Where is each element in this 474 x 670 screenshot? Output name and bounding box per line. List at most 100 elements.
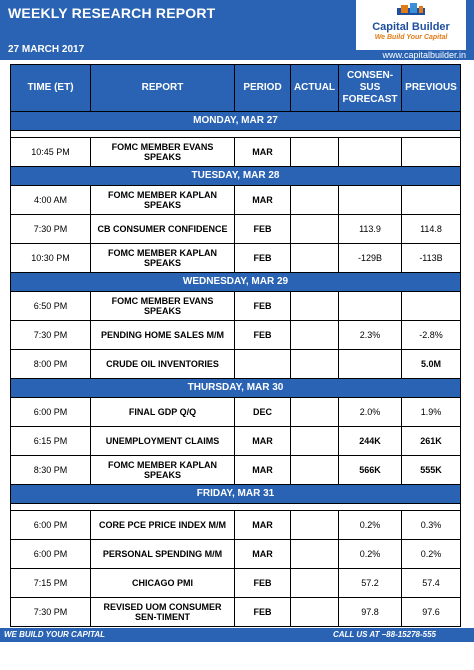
row-previous: 57.4 xyxy=(401,568,461,598)
col-header-consensus-line3: FORECAST xyxy=(342,94,398,105)
row-period: FEB xyxy=(234,214,291,244)
row-actual xyxy=(290,185,339,215)
row-period: MAR xyxy=(234,539,291,569)
col-header-actual: ACTUAL xyxy=(290,64,339,112)
day-row-monday: MONDAY, MAR 27 xyxy=(10,111,461,131)
row-period: MAR xyxy=(234,510,291,540)
row-actual xyxy=(290,243,339,273)
row-consensus: -129B xyxy=(338,243,402,273)
row-time: 6:00 PM xyxy=(10,397,91,427)
row-time: 6:15 PM xyxy=(10,426,91,456)
row-previous xyxy=(401,137,461,167)
row-report: FOMC MEMBER KAPLAN SPEAKS xyxy=(90,455,235,485)
table-row: 4:00 AM FOMC MEMBER KAPLAN SPEAKS MAR xyxy=(10,185,461,215)
row-actual xyxy=(290,455,339,485)
day-label: FRIDAY, MAR 31 xyxy=(10,484,461,504)
row-consensus: 244K xyxy=(338,426,402,456)
day-row-friday: FRIDAY, MAR 31 xyxy=(10,484,461,504)
table-row: 6:00 PM PERSONAL SPENDING M/M MAR 0.2% 0… xyxy=(10,539,461,569)
row-previous: 5.0M xyxy=(401,349,461,379)
table-row: 6:00 PM FINAL GDP Q/Q DEC 2.0% 1.9% xyxy=(10,397,461,427)
row-report: FINAL GDP Q/Q xyxy=(90,397,235,427)
row-previous: 97.6 xyxy=(401,597,461,627)
row-actual xyxy=(290,291,339,321)
table-row: 7:15 PM CHICAGO PMI FEB 57.2 57.4 xyxy=(10,568,461,598)
row-report: CB CONSUMER CONFIDENCE xyxy=(90,214,235,244)
row-previous: 0.3% xyxy=(401,510,461,540)
logo-tagline: We Build Your Capital xyxy=(374,34,448,41)
row-report: FOMC MEMBER KAPLAN SPEAKS xyxy=(90,185,235,215)
row-period xyxy=(234,349,291,379)
row-report: PENDING HOME SALES M/M xyxy=(90,320,235,350)
economic-calendar-table: TIME (ET) REPORT PERIOD ACTUAL CONSEN- SU… xyxy=(10,64,461,627)
row-actual xyxy=(290,320,339,350)
row-time: 7:30 PM xyxy=(10,214,91,244)
row-previous: 261K xyxy=(401,426,461,456)
row-actual xyxy=(290,397,339,427)
row-consensus xyxy=(338,349,402,379)
row-time: 6:50 PM xyxy=(10,291,91,321)
table-row: 7:30 PM CB CONSUMER CONFIDENCE FEB 113.9… xyxy=(10,214,461,244)
col-header-consensus-line1: CONSEN- xyxy=(346,70,394,81)
row-consensus: 2.0% xyxy=(338,397,402,427)
row-period: MAR xyxy=(234,185,291,215)
col-header-previous: PREVIOUS xyxy=(401,64,461,112)
row-actual xyxy=(290,568,339,598)
row-time: 7:15 PM xyxy=(10,568,91,598)
row-report: FOMC MEMBER EVANS SPEAKS xyxy=(90,291,235,321)
row-consensus: 0.2% xyxy=(338,539,402,569)
row-previous: 0.2% xyxy=(401,539,461,569)
company-logo: Capital Builder We Build Your Capital xyxy=(356,0,466,50)
row-actual xyxy=(290,539,339,569)
col-header-consensus-line2: SUS xyxy=(359,82,381,93)
row-consensus: 2.3% xyxy=(338,320,402,350)
row-period: FEB xyxy=(234,291,291,321)
row-time: 6:00 PM xyxy=(10,539,91,569)
day-label: TUESDAY, MAR 28 xyxy=(10,166,461,186)
row-period: MAR xyxy=(234,137,291,167)
col-header-consensus: CONSEN- SUS FORECAST xyxy=(338,64,402,112)
row-consensus: 97.8 xyxy=(338,597,402,627)
spacer-row xyxy=(10,130,461,138)
row-time: 8:00 PM xyxy=(10,349,91,379)
table-row: 8:30 PM FOMC MEMBER KAPLAN SPEAKS MAR 56… xyxy=(10,455,461,485)
row-time: 10:30 PM xyxy=(10,243,91,273)
logo-badge-icon xyxy=(397,3,425,15)
row-period: FEB xyxy=(234,243,291,273)
table-row: 8:00 PM CRUDE OIL INVENTORIES 5.0M xyxy=(10,349,461,379)
day-row-thursday: THURSDAY, MAR 30 xyxy=(10,378,461,398)
day-row-tuesday: TUESDAY, MAR 28 xyxy=(10,166,461,186)
row-previous xyxy=(401,291,461,321)
row-previous: -2.8% xyxy=(401,320,461,350)
table-header-row: TIME (ET) REPORT PERIOD ACTUAL CONSEN- SU… xyxy=(10,64,461,112)
row-period: FEB xyxy=(234,597,291,627)
row-report: REVISED UOM CONSUMER SEN-TIMENT xyxy=(90,597,235,627)
table-row: 6:15 PM UNEMPLOYMENT CLAIMS MAR 244K 261… xyxy=(10,426,461,456)
website-link[interactable]: www.capitalbuilder.in xyxy=(382,50,466,60)
row-period: FEB xyxy=(234,320,291,350)
footer-tagline: WE BUILD YOUR CAPITAL xyxy=(4,630,106,639)
table-row: 7:30 PM PENDING HOME SALES M/M FEB 2.3% … xyxy=(10,320,461,350)
row-actual xyxy=(290,510,339,540)
row-previous xyxy=(401,185,461,215)
row-consensus xyxy=(338,137,402,167)
day-label: THURSDAY, MAR 30 xyxy=(10,378,461,398)
row-actual xyxy=(290,426,339,456)
row-consensus xyxy=(338,185,402,215)
row-period: FEB xyxy=(234,568,291,598)
row-previous: 555K xyxy=(401,455,461,485)
table-row: 6:00 PM CORE PCE PRICE INDEX M/M MAR 0.2… xyxy=(10,510,461,540)
row-report: PERSONAL SPENDING M/M xyxy=(90,539,235,569)
row-report: CRUDE OIL INVENTORIES xyxy=(90,349,235,379)
row-consensus: 57.2 xyxy=(338,568,402,598)
row-actual xyxy=(290,349,339,379)
col-header-period: PERIOD xyxy=(234,64,291,112)
row-time: 7:30 PM xyxy=(10,320,91,350)
row-consensus xyxy=(338,291,402,321)
day-row-wednesday: WEDNESDAY, MAR 29 xyxy=(10,272,461,292)
row-consensus: 113.9 xyxy=(338,214,402,244)
report-date: 27 MARCH 2017 xyxy=(8,44,85,55)
row-actual xyxy=(290,214,339,244)
row-report: CORE PCE PRICE INDEX M/M xyxy=(90,510,235,540)
row-time: 7:30 PM xyxy=(10,597,91,627)
